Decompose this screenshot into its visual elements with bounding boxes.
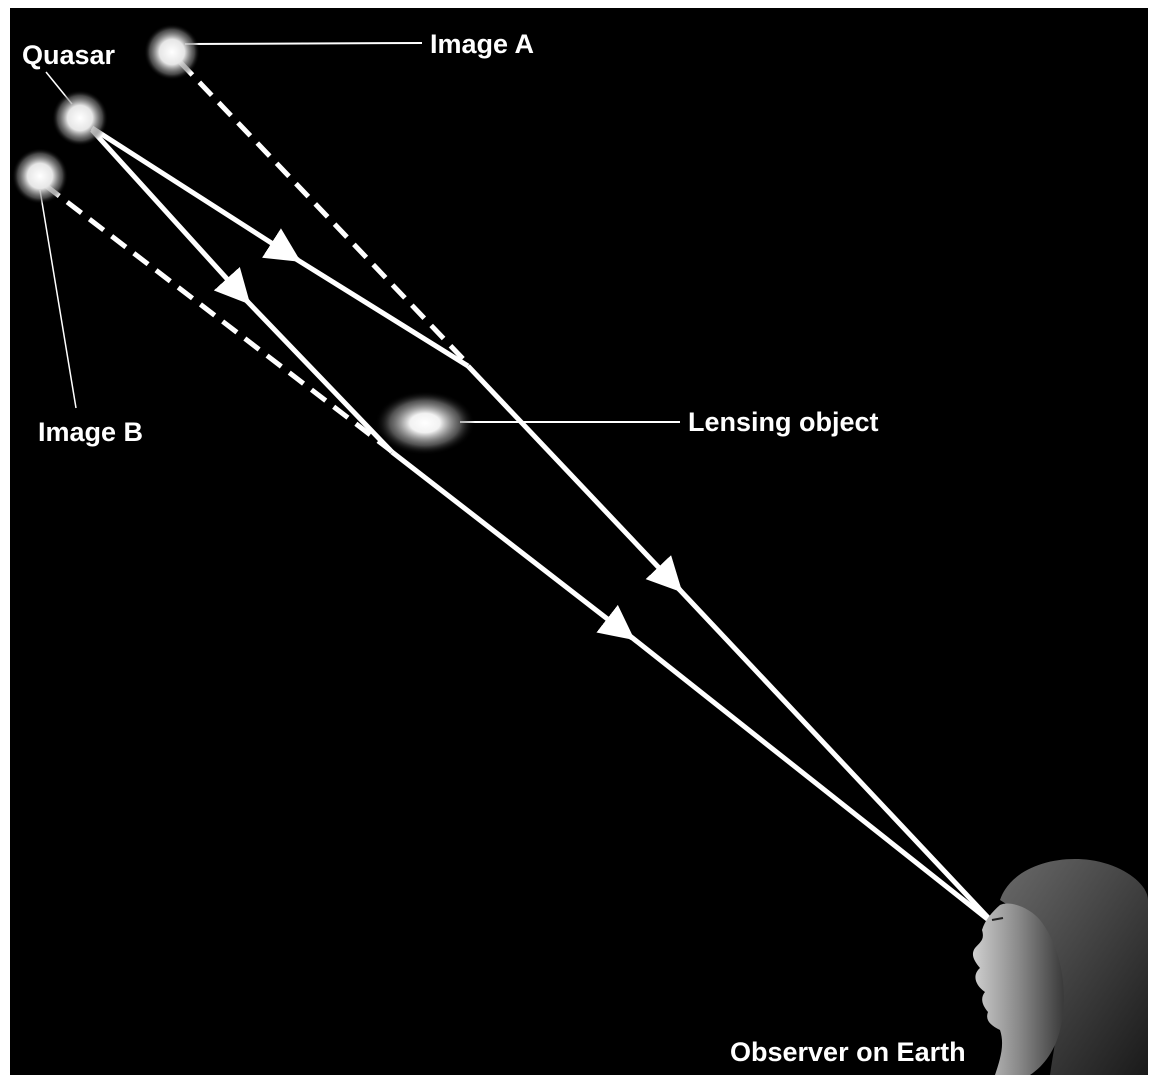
- quasar-object: [52, 90, 108, 146]
- label-observer: Observer on Earth: [730, 1037, 966, 1067]
- label-image-a: Image A: [430, 29, 534, 59]
- lensing-diagram: Image A Quasar Image B Lensing object Ob…: [0, 0, 1150, 1078]
- label-image-b: Image B: [38, 417, 143, 447]
- label-lensing-object: Lensing object: [688, 407, 879, 437]
- page: Image A Quasar Image B Lensing object Ob…: [0, 0, 1150, 1078]
- image-b-object: [12, 148, 68, 204]
- lensing-object: [375, 391, 475, 455]
- leader-image-a: [185, 43, 422, 44]
- label-quasar: Quasar: [22, 40, 116, 70]
- background: [10, 8, 1148, 1075]
- image-a-object: [144, 24, 200, 80]
